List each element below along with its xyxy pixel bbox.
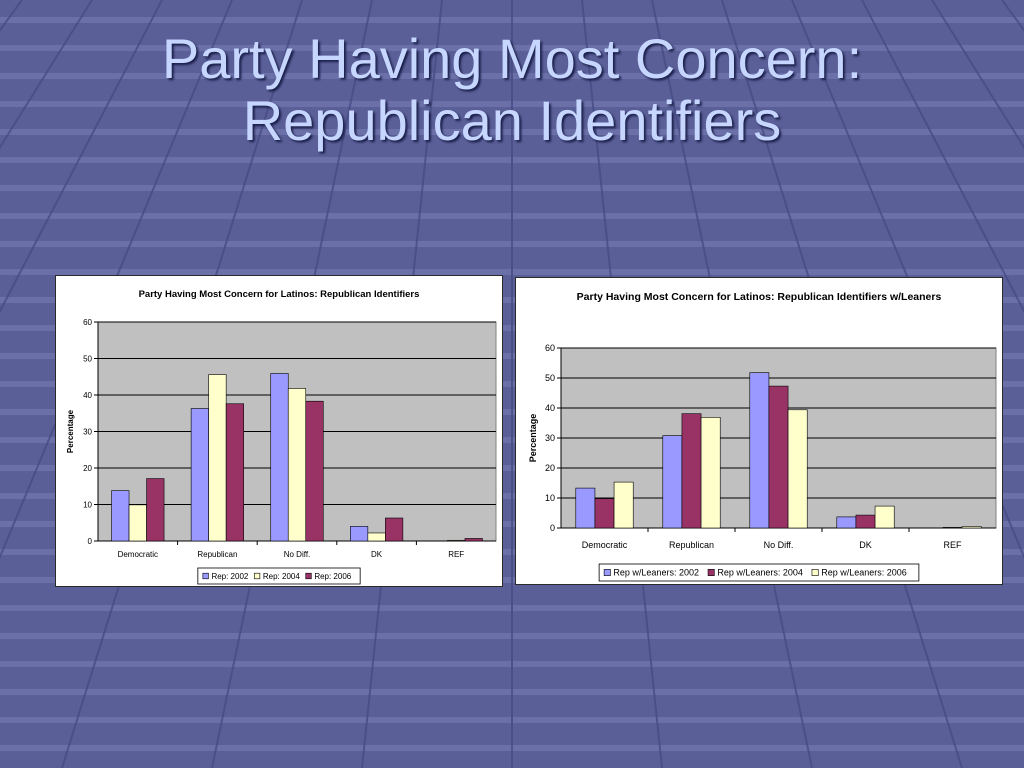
chart-0-title: Party Having Most Concern for Latinos: R… — [139, 289, 420, 300]
background-grid-line — [931, 0, 1024, 150]
chart-0-legend-label-2: Rep: 2006 — [314, 572, 351, 581]
chart-1-legend — [598, 563, 920, 582]
chart-0-bar-1-2 — [225, 403, 244, 542]
chart-0-legend-label-1: Rep: 2004 — [263, 572, 300, 581]
chart-0-legend-swatch-1 — [253, 572, 261, 580]
chart-0-bar-3-1 — [367, 532, 386, 542]
chart-1-bar-0-2 — [613, 481, 634, 529]
chart-1-bar-1-2 — [700, 417, 721, 529]
chart-1-y-tick-label: 40 — [545, 403, 555, 413]
chart-1-bar-1-0 — [662, 435, 683, 529]
chart-0-y-tick-label: 10 — [83, 501, 92, 510]
chart-0-y-tick-label: 40 — [83, 391, 92, 400]
chart-0-bar-0-2 — [146, 478, 165, 542]
chart-0-bar-3-2 — [385, 517, 404, 542]
chart-1-y-tick-label: 0 — [550, 523, 555, 533]
chart-1-bar-2-2 — [787, 409, 808, 529]
chart-0-category-label: Republican — [197, 550, 237, 559]
chart-1-y-axis-label: Percentage — [528, 414, 538, 463]
chart-0-bar-0-0 — [111, 490, 130, 542]
chart-0-category-label: No Diff. — [284, 550, 311, 559]
chart-1-legend-label-0: Rep w/Leaners: 2002 — [613, 568, 699, 578]
chart-1-y-tick-label: 10 — [545, 493, 555, 503]
chart-left-svg: Party Having Most Concern for Latinos: R… — [66, 289, 497, 585]
chart-1-bar-3-0 — [836, 516, 857, 529]
chart-1-bar-0-1 — [594, 498, 615, 529]
chart-1-y-tick-label: 20 — [545, 463, 555, 473]
chart-1-bar-4-2 — [961, 526, 982, 529]
chart-0-legend — [197, 567, 361, 585]
chart-1-bar-2-1 — [768, 385, 789, 529]
chart-republican-identifiers: Party Having Most Concern for Latinos: R… — [55, 275, 503, 587]
chart-0-bar-4-1 — [447, 539, 466, 542]
chart-0-bar-1-1 — [208, 374, 227, 542]
chart-1-y-tick-label: 30 — [545, 433, 555, 443]
chart-0-y-tick-label: 0 — [88, 537, 93, 546]
chart-1-legend-label-1: Rep w/Leaners: 2004 — [717, 568, 803, 578]
chart-1-y-tick-label: 60 — [545, 343, 555, 353]
slide-title-line-2: Republican Identifiers — [242, 89, 782, 152]
chart-1-y-tick-label: 50 — [545, 373, 555, 383]
background-grid-line — [861, 0, 1024, 314]
background-grid-line — [0, 0, 163, 314]
slide-title: Party Having Most Concern: Republican Id… — [0, 28, 1024, 152]
chart-1-category-label: Democratic — [582, 540, 628, 550]
chart-0-category-label: REF — [448, 550, 464, 559]
chart-0-bar-2-2 — [305, 400, 324, 542]
background-grid-line — [0, 0, 93, 150]
chart-1-bar-2-0 — [749, 372, 770, 529]
chart-1-legend-label-2: Rep w/Leaners: 2006 — [821, 568, 907, 578]
chart-1-title: Party Having Most Concern for Latinos: R… — [577, 291, 942, 303]
chart-0-legend-swatch-2 — [305, 572, 312, 580]
chart-0-bar-1-0 — [190, 408, 209, 542]
chart-0-legend-label-0: Rep: 2002 — [211, 572, 248, 581]
chart-1-bar-1-1 — [681, 413, 702, 529]
chart-1-category-label: DK — [859, 540, 872, 550]
chart-0-y-axis-label: Percentage — [66, 409, 75, 453]
chart-1-category-label: REF — [944, 540, 963, 550]
chart-1-bar-3-1 — [855, 514, 876, 529]
chart-1-bar-4-1 — [942, 527, 963, 529]
chart-1-category-label: Republican — [669, 540, 714, 550]
chart-1-legend-swatch-2 — [811, 569, 819, 576]
chart-right-svg: Party Having Most Concern for Latinos: R… — [528, 291, 997, 582]
chart-0-bar-4-2 — [464, 538, 483, 542]
chart-0-category-label: Democratic — [118, 550, 158, 559]
chart-0-y-tick-label: 20 — [83, 464, 92, 473]
chart-0-category-label: DK — [371, 550, 383, 559]
chart-republican-identifiers-leaners: Party Having Most Concern for Latinos: R… — [515, 277, 1003, 585]
chart-0-bar-2-0 — [270, 373, 289, 542]
chart-1-bar-3-2 — [874, 505, 895, 529]
slide-title-line-1: Party Having Most Concern: — [161, 27, 863, 90]
chart-1-category-label: No Diff. — [764, 540, 794, 550]
chart-0-legend-swatch-0 — [202, 572, 209, 580]
chart-0-y-tick-label: 60 — [83, 318, 92, 327]
chart-0-bar-3-0 — [350, 526, 369, 542]
chart-0-bar-2-1 — [287, 388, 307, 542]
chart-1-bar-0-0 — [575, 487, 596, 529]
chart-0-bar-0-1 — [128, 504, 147, 542]
chart-1-legend-swatch-1 — [707, 569, 715, 576]
chart-0-y-tick-label: 50 — [83, 355, 92, 364]
chart-0-y-tick-label: 30 — [83, 428, 92, 437]
chart-1-legend-swatch-0 — [603, 569, 611, 576]
